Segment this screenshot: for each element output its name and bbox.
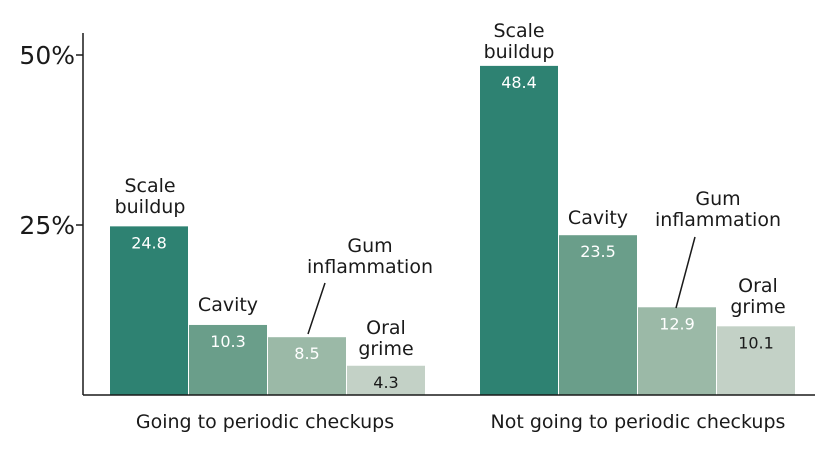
series-label-cavity: Cavity	[568, 207, 628, 229]
y-tick-label: 25%	[19, 211, 75, 240]
series-label-line: Gum	[347, 235, 392, 257]
bar-scale-buildup-1	[480, 65, 558, 395]
y-tick-label: 50%	[19, 41, 75, 70]
series-label-line: grime	[358, 338, 413, 360]
series-label-line: grime	[730, 296, 785, 318]
pointer-line	[675, 236, 696, 309]
bar-gum-inflammation-0	[268, 337, 346, 395]
y-axis-ticks: 25% 50%	[19, 41, 83, 240]
series-label-cavity: Cavity	[198, 294, 258, 316]
bar-scale-buildup-0	[110, 226, 188, 395]
pointer-line	[307, 282, 326, 335]
label-pointer-lines	[307, 236, 696, 335]
series-label-line: Cavity	[198, 294, 258, 316]
series-label-line: Gum	[695, 188, 740, 210]
data-label: 24.8	[131, 233, 167, 252]
bar-gum-inflammation-1	[638, 307, 716, 395]
bars	[110, 65, 795, 395]
category-label: Not going to periodic checkups	[491, 411, 786, 433]
data-label: 8.5	[294, 344, 319, 363]
data-label: 12.9	[659, 314, 695, 333]
series-label-gum-inflammation: Gum inflammation	[307, 235, 433, 278]
series-label-scale-buildup: Scale buildup	[484, 20, 555, 63]
bar-cavity-1	[559, 235, 637, 395]
series-label-line: inflammation	[655, 209, 781, 231]
bar-oral-grime-0	[347, 365, 425, 395]
data-label: 4.3	[373, 373, 398, 392]
category-labels: Going to periodic checkups Not going to p…	[136, 411, 786, 433]
bar-oral-grime-1	[717, 326, 795, 395]
series-label-line: Oral	[738, 275, 778, 297]
series-label-line: Oral	[366, 317, 406, 339]
series-label-line: Scale	[493, 20, 544, 42]
series-label-oral-grime: Oral grime	[730, 275, 785, 318]
series-label-line: inflammation	[307, 256, 433, 278]
series-label-oral-grime: Oral grime	[358, 317, 413, 360]
series-label-line: buildup	[484, 41, 555, 63]
bar-cavity-0	[189, 324, 267, 395]
series-label-line: buildup	[115, 196, 186, 218]
data-label: 23.5	[580, 242, 616, 261]
data-label: 10.3	[210, 332, 246, 351]
series-label-line: Scale	[124, 175, 175, 197]
data-label: 48.4	[501, 73, 537, 92]
series-label-line: Cavity	[568, 207, 628, 229]
series-label-gum-inflammation: Gum inflammation	[655, 188, 781, 231]
data-label: 10.1	[738, 333, 774, 352]
category-label: Going to periodic checkups	[136, 411, 394, 433]
series-label-scale-buildup: Scale buildup	[115, 175, 186, 218]
